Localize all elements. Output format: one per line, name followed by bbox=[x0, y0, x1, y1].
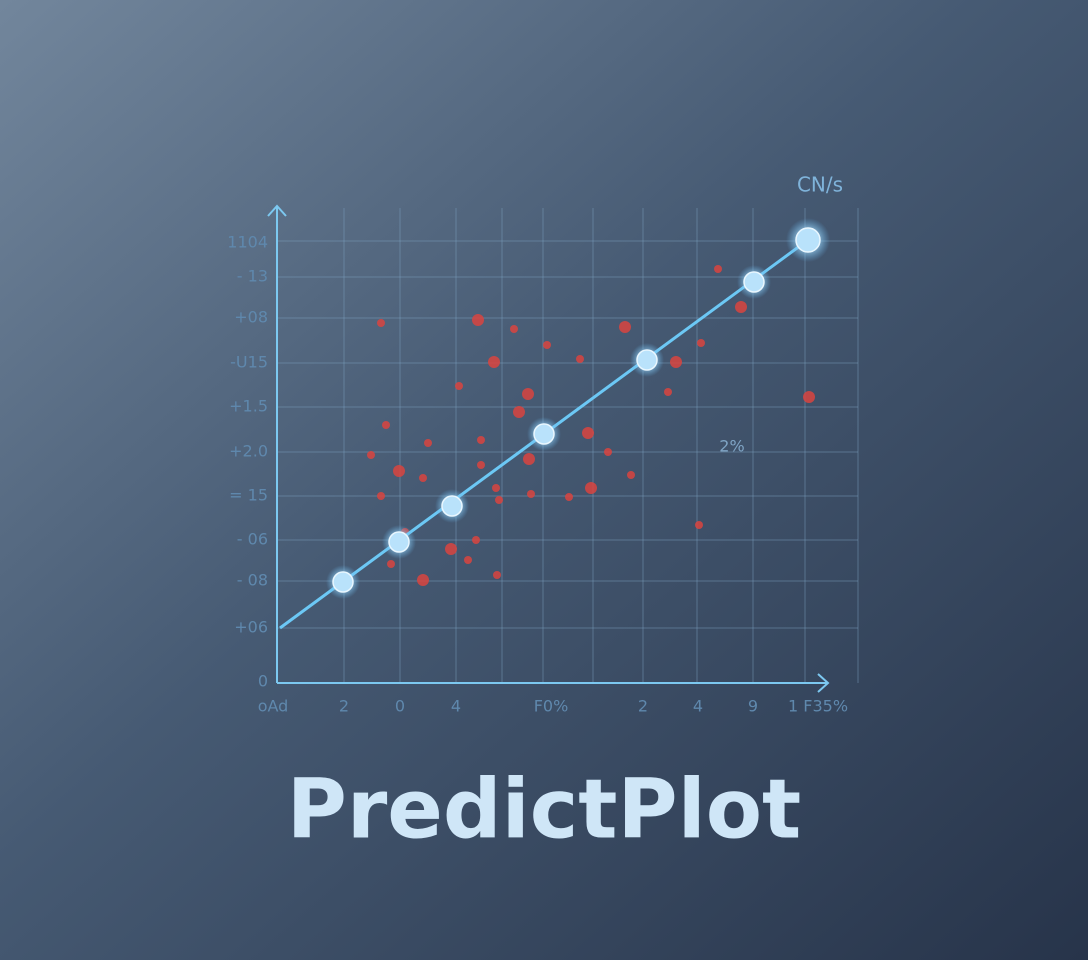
scatter-dot bbox=[472, 314, 484, 326]
axes bbox=[267, 204, 830, 693]
scatter-dot bbox=[510, 325, 518, 333]
x-label: 9 bbox=[748, 697, 758, 716]
point bbox=[636, 349, 658, 371]
scatter-dot bbox=[495, 496, 503, 504]
scatter-dot bbox=[377, 492, 385, 500]
point bbox=[332, 571, 354, 593]
x-label: 2 bbox=[339, 697, 349, 716]
scatter-dot bbox=[472, 536, 480, 544]
scatter-dot bbox=[527, 490, 535, 498]
scatter-dot bbox=[695, 521, 703, 529]
x-label: oAd bbox=[258, 697, 289, 716]
x-labels: oAd 2 0 4 F0% 2 4 9 1 F35% bbox=[258, 697, 848, 716]
scatter-dot bbox=[387, 560, 395, 568]
scatter-dot bbox=[543, 341, 551, 349]
y-label: = 15 bbox=[229, 486, 268, 505]
scatter-dot bbox=[670, 356, 682, 368]
y-label: -U15 bbox=[230, 353, 268, 372]
y-label: 1104 bbox=[227, 233, 268, 252]
scatter-dot bbox=[697, 339, 705, 347]
scatter-dot bbox=[445, 543, 457, 555]
y-label: +06 bbox=[234, 618, 268, 637]
scatter-dot bbox=[523, 453, 535, 465]
scatter-dot bbox=[576, 355, 584, 363]
y-label: - 06 bbox=[237, 530, 268, 549]
scatter-dot bbox=[455, 382, 463, 390]
scatter-dot bbox=[393, 465, 405, 477]
scatter-dot bbox=[735, 301, 747, 313]
scatter-dot bbox=[464, 556, 472, 564]
point bbox=[388, 531, 410, 553]
scatter-dot bbox=[582, 427, 594, 439]
y-label: +1.5 bbox=[229, 397, 268, 416]
y-label: 0 bbox=[258, 672, 268, 691]
x-label: 2 bbox=[638, 697, 648, 716]
x-label: F0% bbox=[534, 697, 569, 716]
scatter-dot bbox=[493, 571, 501, 579]
scatter-dot bbox=[513, 406, 525, 418]
scatter-dot bbox=[714, 265, 722, 273]
scatter-dot bbox=[585, 482, 597, 494]
y-label: - 08 bbox=[237, 571, 268, 590]
trend-points bbox=[326, 218, 830, 599]
scatter-dot bbox=[424, 439, 432, 447]
x-label: 0 bbox=[395, 697, 405, 716]
x-label: 1 F35% bbox=[788, 697, 848, 716]
y-label: - 13 bbox=[237, 267, 268, 286]
scatter-dot bbox=[488, 356, 500, 368]
corner-label: CN/s bbox=[797, 173, 843, 197]
point bbox=[533, 423, 555, 445]
scatter-dot bbox=[522, 388, 534, 400]
scatter-dot bbox=[803, 391, 815, 403]
scatter-dot bbox=[565, 493, 573, 501]
scatter-dot bbox=[419, 474, 427, 482]
annotation: 2% bbox=[719, 437, 744, 456]
scatter-dot bbox=[664, 388, 672, 396]
scatter-dot bbox=[604, 448, 612, 456]
scatter-dot bbox=[377, 319, 385, 327]
scatter-dot bbox=[417, 574, 429, 586]
scatter-dot bbox=[627, 471, 635, 479]
y-label: +2.0 bbox=[229, 442, 268, 461]
scatter-dot bbox=[477, 461, 485, 469]
x-label: 4 bbox=[693, 697, 703, 716]
point bbox=[441, 495, 463, 517]
y-labels: 1104 - 13 +08 -U15 +1.5 +2.0 = 15 - 06 - 08 +06 0 bbox=[227, 233, 268, 691]
scatter-dot bbox=[477, 436, 485, 444]
scatter-dot bbox=[367, 451, 375, 459]
y-label: +08 bbox=[234, 308, 268, 327]
scatter-decoration bbox=[367, 265, 815, 586]
x-label: 4 bbox=[451, 697, 461, 716]
scatter-dot bbox=[619, 321, 631, 333]
scatter-dot bbox=[492, 484, 500, 492]
title: PredictPlot bbox=[287, 762, 802, 857]
point bbox=[795, 227, 821, 253]
point bbox=[743, 271, 765, 293]
scatter-dot bbox=[382, 421, 390, 429]
